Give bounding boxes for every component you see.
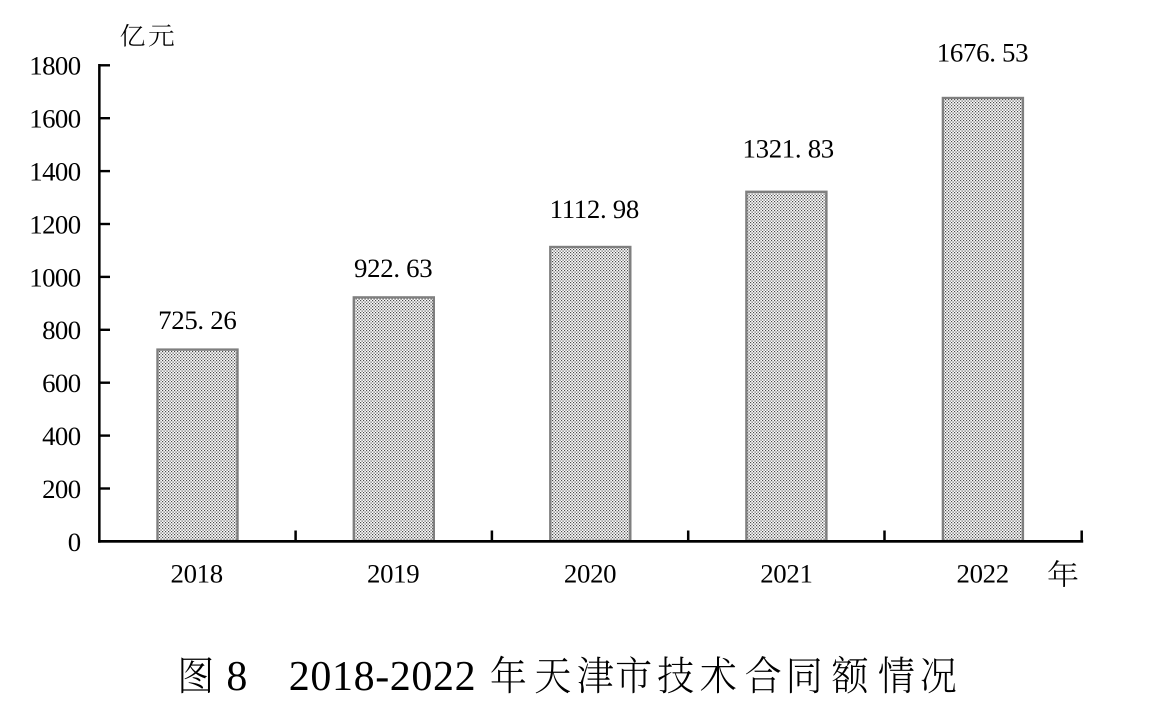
svg-text:1200: 1200 [29,209,80,239]
svg-text:200: 200 [42,474,81,504]
svg-text:0: 0 [68,527,81,557]
svg-text:1676. 53: 1676. 53 [937,38,1028,68]
svg-text:2018: 2018 [170,558,222,588]
svg-text:1600: 1600 [29,104,80,134]
svg-text:2021: 2021 [760,558,812,588]
svg-text:1400: 1400 [29,157,80,187]
svg-text:1321. 83: 1321. 83 [743,134,834,164]
svg-text:2018-2022: 2018-2022 [289,654,476,700]
svg-text:2020: 2020 [564,558,616,588]
svg-text:922. 63: 922. 63 [354,253,432,283]
svg-text:1800: 1800 [29,51,80,81]
svg-text:1112. 98: 1112. 98 [550,194,639,224]
svg-text:2019: 2019 [367,558,419,588]
svg-text:600: 600 [42,368,81,398]
svg-text:1000: 1000 [29,262,80,292]
svg-text:400: 400 [42,421,81,451]
svg-text:8: 8 [226,654,247,700]
svg-text:725. 26: 725. 26 [158,305,236,335]
svg-text:800: 800 [42,315,81,345]
svg-text:2022: 2022 [956,558,1008,588]
